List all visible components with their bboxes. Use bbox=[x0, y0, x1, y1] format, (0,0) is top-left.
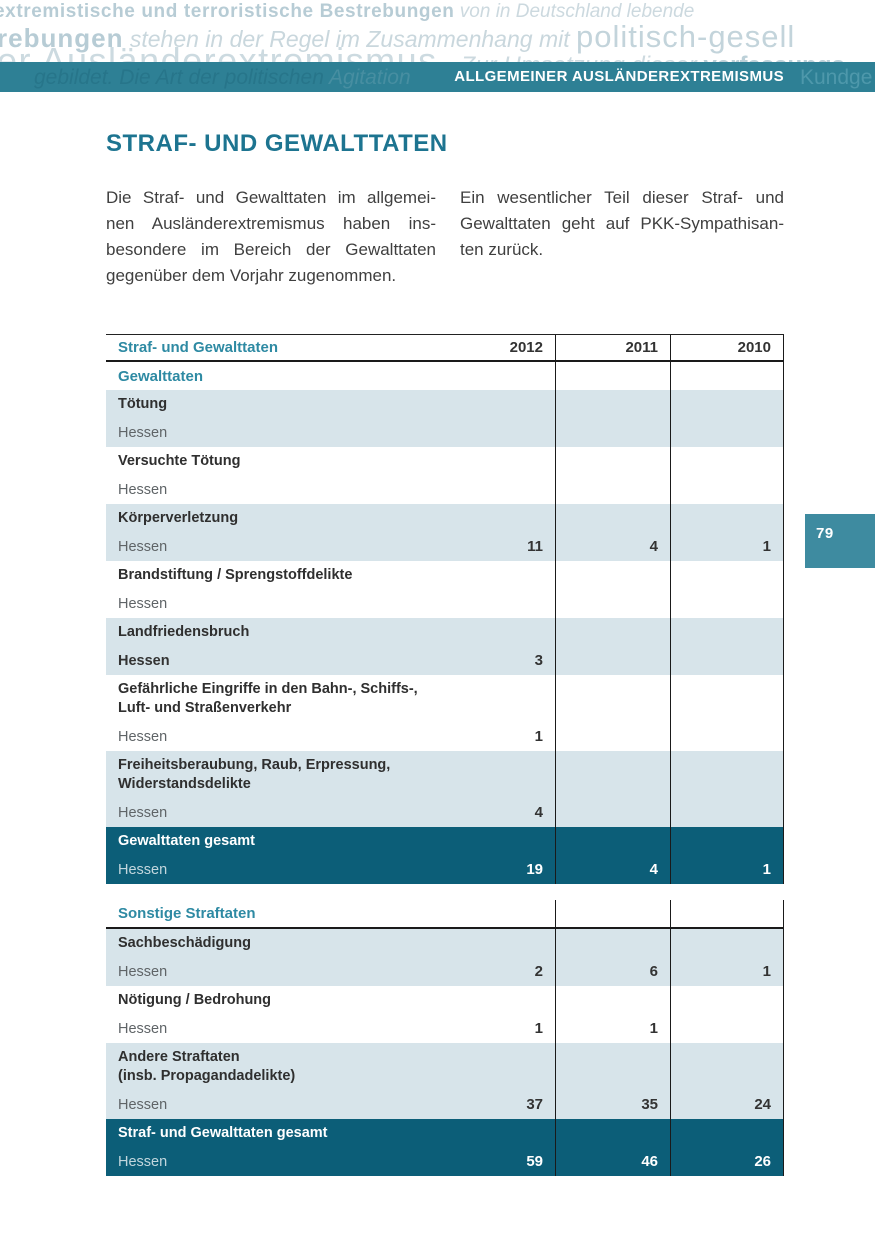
value-2012: 19 bbox=[526, 861, 543, 878]
value-2012: 2 bbox=[534, 963, 543, 980]
value-2011: 6 bbox=[649, 963, 658, 980]
value-2012: 1 bbox=[534, 728, 543, 745]
value-2010: 1 bbox=[762, 861, 771, 878]
region-label: Hessen bbox=[118, 728, 168, 745]
section-title: STRAF- UND GEWALTTATEN bbox=[106, 130, 448, 157]
region-label: Hessen bbox=[118, 1020, 168, 1037]
offense-label: Sachbeschädigung bbox=[118, 934, 251, 951]
table-header-row: Straf- und Gewalttaten 2012 2011 2010 bbox=[106, 334, 784, 362]
table-total-row: Straf- und Gewalttaten gesamt Hessen 59 46… bbox=[106, 1119, 784, 1176]
text-line: besondere im Bereich der Gewalttaten bbox=[106, 240, 436, 259]
table-row: Nötigung / Bedrohung Hessen 1 1 bbox=[106, 986, 784, 1043]
text-line: gegenüber dem Vorjahr zugenommen. bbox=[106, 266, 397, 285]
value-2011: 4 bbox=[649, 861, 658, 878]
value-2011: 1 bbox=[649, 1020, 658, 1037]
value-2012: 11 bbox=[527, 538, 543, 555]
region-label: Hessen bbox=[118, 804, 168, 821]
region-label: Hessen bbox=[118, 861, 168, 878]
band-watermark-text: Kundge bbox=[800, 66, 873, 89]
value-2012: 59 bbox=[526, 1153, 543, 1170]
table-row: Andere Straftaten (insb. Propagandadelik… bbox=[106, 1043, 784, 1119]
offense-label: Körperverletzung bbox=[118, 509, 239, 526]
year-header-2010: 2010 bbox=[737, 339, 771, 356]
watermark-text: politisch-gesell bbox=[576, 19, 796, 54]
offense-label: Versuchte Tötung bbox=[118, 452, 241, 469]
region-label: Hessen bbox=[118, 963, 168, 980]
table-title: Sonstige Straftaten bbox=[118, 905, 256, 922]
region-label: Hessen bbox=[118, 424, 168, 441]
page-number-tab: 79 bbox=[805, 514, 875, 568]
region-label: Hessen bbox=[118, 481, 168, 498]
region-label: Hessen bbox=[118, 652, 170, 669]
table-row: Tötung Hessen bbox=[106, 390, 784, 447]
text-line: Die Straf- und Gewalttaten im allgemei- bbox=[106, 188, 436, 207]
text-line: Ein wesentlicher Teil dieser Straf- und bbox=[460, 188, 784, 207]
page-header: extremistische und terroristische Bestre… bbox=[0, 0, 875, 95]
region-label: Hessen bbox=[118, 1096, 168, 1113]
offense-label: Freiheitsberaubung, Raub, Erpressung, Wi… bbox=[118, 756, 391, 792]
value-2010: 24 bbox=[754, 1096, 771, 1113]
offense-label: Tötung bbox=[118, 395, 168, 412]
value-2012: 1 bbox=[534, 1020, 543, 1037]
region-label: Hessen bbox=[118, 1153, 168, 1170]
value-2010: 26 bbox=[754, 1153, 771, 1170]
paragraph-right: Ein wesentlicher Teil dieser Straf- und … bbox=[460, 185, 784, 289]
value-2010: 1 bbox=[762, 538, 771, 555]
table-subheader-row: Gewalttaten bbox=[106, 362, 784, 390]
value-2012: 37 bbox=[526, 1096, 543, 1113]
watermark-text: extremistische und terroristische Bestre… bbox=[0, 1, 455, 22]
total-label: Gewalttaten gesamt bbox=[118, 832, 255, 849]
table-row: Brandstiftung / Sprengstoffdelikte Hesse… bbox=[106, 561, 784, 618]
table-row: Gefährliche Eingriffe in den Bahn-, Schi… bbox=[106, 675, 784, 751]
region-label: Hessen bbox=[118, 538, 168, 555]
offense-label: Andere Straftaten (insb. Propagandadelik… bbox=[118, 1048, 296, 1084]
watermark-line2: rebungen stehen in der Regel im Zusammen… bbox=[0, 19, 795, 55]
value-2012: 4 bbox=[534, 804, 543, 821]
year-header-2012: 2012 bbox=[509, 339, 543, 356]
offense-label: Gefährliche Eingriffe in den Bahn-, Schi… bbox=[118, 680, 418, 716]
subsection-label: Gewalttaten bbox=[118, 367, 204, 385]
offense-label: Landfriedensbruch bbox=[118, 623, 250, 640]
chapter-title: ALLGEMEINER AUSLÄNDEREXTREMISMUS bbox=[454, 68, 784, 85]
paragraph-left: Die Straf- und Gewalttaten im allgemei- … bbox=[106, 185, 436, 289]
watermark-line1: extremistische und terroristische Bestre… bbox=[0, 1, 694, 23]
year-header-2011: 2011 bbox=[625, 339, 658, 356]
value-2011: 4 bbox=[649, 538, 658, 555]
table-header-row: Sonstige Straftaten bbox=[106, 900, 784, 929]
region-label: Hessen bbox=[118, 595, 168, 612]
watermark-text: rebungen bbox=[0, 23, 124, 53]
value-2012: 3 bbox=[534, 652, 543, 669]
text-line: Gewalttaten geht auf PKK-Sympathisan- bbox=[460, 214, 784, 233]
page-number: 79 bbox=[816, 525, 834, 542]
table-total-row: Gewalttaten gesamt Hessen 19 4 1 bbox=[106, 827, 784, 884]
watermark-text: stehen in der Regel im Zusammenhang mit bbox=[123, 26, 576, 52]
value-2011: 46 bbox=[641, 1153, 658, 1170]
text-line: nen Ausländerextremismus haben ins- bbox=[106, 214, 436, 233]
chapter-band: gebildet. Die Art der politischen Agitat… bbox=[0, 62, 875, 92]
value-2010: 1 bbox=[762, 963, 771, 980]
table-row: Sachbeschädigung Hessen 2 6 1 bbox=[106, 929, 784, 986]
table-row: Körperverletzung Hessen 11 4 1 bbox=[106, 504, 784, 561]
band-watermark-text: gebildet. Die Art der politischen Agitat… bbox=[34, 66, 411, 89]
table-title: Straf- und Gewalttaten bbox=[118, 339, 279, 356]
table-row: Freiheitsberaubung, Raub, Erpressung, Wi… bbox=[106, 751, 784, 827]
text-line: ten zurück. bbox=[460, 240, 544, 259]
value-2011: 35 bbox=[641, 1096, 658, 1113]
table-row: Landfriedensbruch Hessen 3 bbox=[106, 618, 784, 675]
table-row: Versuchte Tötung Hessen bbox=[106, 447, 784, 504]
intro-text: Die Straf- und Gewalttaten im allgemei- … bbox=[106, 185, 784, 289]
table-sonstige-straftaten: Sonstige Straftaten Sachbeschädigung Hes… bbox=[106, 900, 784, 1176]
total-label: Straf- und Gewalttaten gesamt bbox=[118, 1124, 328, 1141]
table-gewalttaten: Straf- und Gewalttaten 2012 2011 2010 Gew… bbox=[106, 334, 784, 884]
offense-label: Brandstiftung / Sprengstoffdelikte bbox=[118, 566, 353, 583]
offense-label: Nötigung / Bedrohung bbox=[118, 991, 272, 1008]
watermark-text: von in Deutschland lebende bbox=[454, 1, 695, 22]
